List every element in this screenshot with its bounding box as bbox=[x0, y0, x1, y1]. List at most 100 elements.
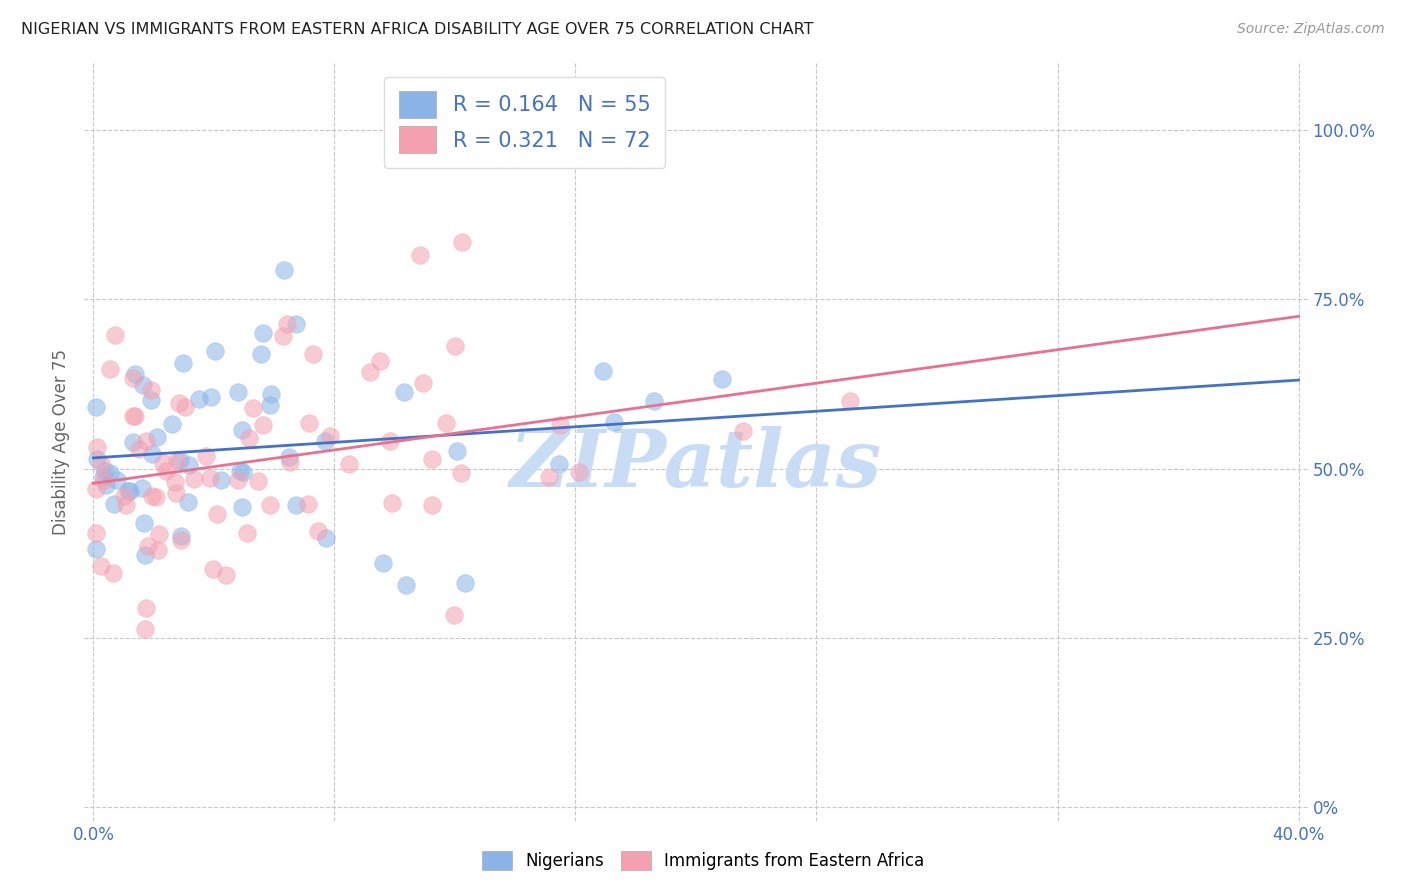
Point bbox=[174, 400, 197, 414]
Point bbox=[169, 453, 191, 467]
Point bbox=[86, 400, 108, 414]
Point bbox=[259, 399, 281, 413]
Point bbox=[252, 417, 274, 432]
Point bbox=[112, 489, 135, 503]
Point bbox=[146, 543, 169, 558]
Point bbox=[90, 558, 112, 573]
Point bbox=[93, 469, 115, 483]
Point bbox=[139, 384, 162, 398]
Point bbox=[183, 472, 205, 486]
Point bbox=[202, 562, 225, 576]
Point bbox=[139, 393, 162, 408]
Point bbox=[121, 409, 143, 423]
Legend: Nigerians, Immigrants from Eastern Africa: Nigerians, Immigrants from Eastern Afric… bbox=[475, 844, 931, 877]
Point bbox=[155, 464, 177, 478]
Point bbox=[246, 474, 269, 488]
Point bbox=[211, 473, 233, 487]
Point bbox=[733, 424, 755, 438]
Point bbox=[90, 457, 112, 471]
Point bbox=[135, 601, 157, 615]
Point bbox=[276, 317, 298, 331]
Text: Source: ZipAtlas.com: Source: ZipAtlas.com bbox=[1237, 22, 1385, 37]
Point bbox=[278, 455, 301, 469]
Point bbox=[450, 467, 472, 481]
Point bbox=[226, 385, 249, 400]
Point bbox=[86, 451, 108, 466]
Point bbox=[307, 524, 329, 538]
Point bbox=[409, 248, 432, 262]
Point bbox=[205, 507, 228, 521]
Point bbox=[94, 478, 117, 492]
Point bbox=[420, 452, 443, 467]
Point bbox=[371, 557, 394, 571]
Point bbox=[101, 566, 124, 580]
Point bbox=[122, 370, 145, 384]
Point bbox=[446, 443, 468, 458]
Point bbox=[838, 394, 860, 409]
Point bbox=[395, 578, 418, 592]
Point bbox=[145, 490, 167, 504]
Point bbox=[86, 542, 108, 557]
Point bbox=[107, 473, 129, 487]
Point bbox=[568, 465, 591, 479]
Point bbox=[170, 533, 193, 547]
Point bbox=[285, 317, 308, 331]
Point bbox=[117, 483, 139, 498]
Point bbox=[285, 498, 308, 512]
Point bbox=[195, 449, 218, 463]
Point bbox=[152, 456, 174, 470]
Point bbox=[315, 531, 337, 545]
Point bbox=[232, 465, 254, 479]
Point bbox=[187, 392, 209, 406]
Point bbox=[231, 500, 253, 514]
Point bbox=[711, 371, 734, 385]
Point bbox=[148, 527, 170, 541]
Point bbox=[392, 385, 415, 400]
Point bbox=[93, 473, 115, 487]
Point bbox=[98, 466, 121, 480]
Point bbox=[146, 430, 169, 444]
Point bbox=[136, 539, 159, 553]
Point bbox=[319, 429, 342, 443]
Point bbox=[124, 409, 146, 423]
Point bbox=[231, 423, 253, 437]
Point bbox=[172, 356, 194, 370]
Point bbox=[103, 497, 125, 511]
Point bbox=[443, 339, 465, 353]
Point bbox=[250, 347, 273, 361]
Point bbox=[200, 390, 222, 404]
Point bbox=[86, 440, 108, 454]
Point bbox=[141, 447, 163, 461]
Point bbox=[141, 489, 163, 503]
Point bbox=[131, 481, 153, 495]
Point bbox=[443, 608, 465, 623]
Point bbox=[242, 401, 264, 415]
Point bbox=[420, 498, 443, 512]
Point bbox=[550, 418, 572, 433]
Point bbox=[86, 482, 108, 496]
Point bbox=[226, 473, 249, 487]
Point bbox=[271, 329, 294, 343]
Point bbox=[298, 417, 321, 431]
Point bbox=[104, 328, 127, 343]
Point bbox=[200, 471, 222, 485]
Point bbox=[450, 235, 472, 250]
Point bbox=[166, 452, 188, 467]
Point bbox=[134, 623, 156, 637]
Point bbox=[278, 450, 301, 464]
Point bbox=[273, 262, 295, 277]
Point bbox=[86, 525, 108, 540]
Point bbox=[412, 376, 434, 390]
Point bbox=[135, 434, 157, 448]
Point bbox=[603, 415, 626, 429]
Point bbox=[339, 457, 361, 471]
Point bbox=[301, 347, 323, 361]
Point bbox=[592, 363, 614, 377]
Point bbox=[165, 485, 187, 500]
Point bbox=[537, 470, 560, 484]
Point bbox=[314, 434, 336, 448]
Point bbox=[132, 516, 155, 530]
Text: ZIPatlas: ZIPatlas bbox=[510, 425, 882, 503]
Point bbox=[548, 457, 571, 471]
Point bbox=[368, 354, 391, 368]
